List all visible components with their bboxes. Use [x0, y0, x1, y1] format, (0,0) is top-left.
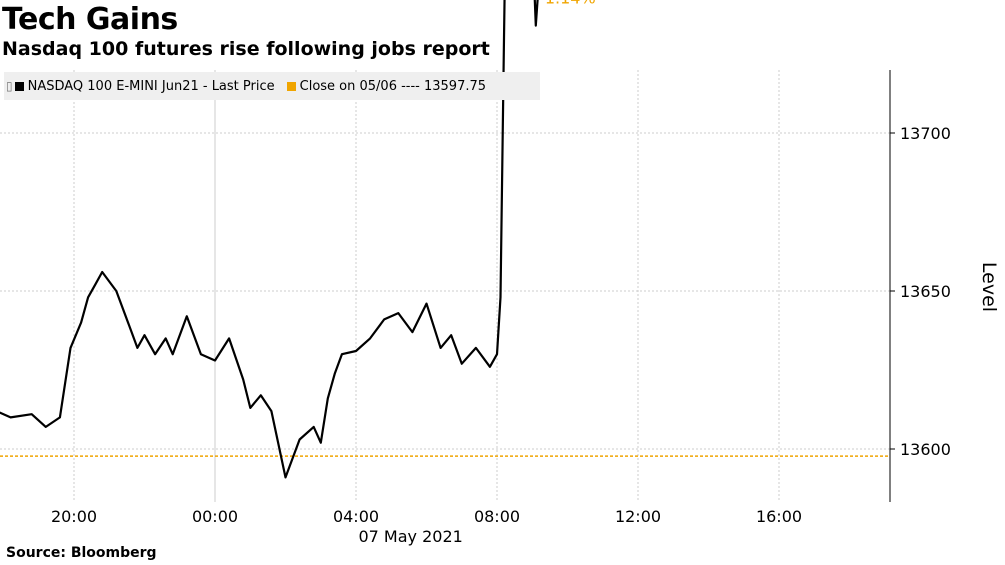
x-tick-label: 04:00	[333, 507, 379, 526]
chart-subtitle: Nasdaq 100 futures rise following jobs r…	[2, 38, 490, 60]
legend-swatch-close	[286, 81, 296, 91]
source-note: Source: Bloomberg	[6, 545, 157, 561]
legend-swatch-last-price	[14, 81, 24, 91]
x-axis-label: 07 May 2021	[358, 527, 462, 546]
x-tick-label: 16:00	[756, 507, 802, 526]
legend-label-close: Close on 05/06 ---- 13597.75	[299, 78, 487, 94]
legend-label-last-price: NASDAQ 100 E-MINI Jun21 - Last Price	[27, 78, 275, 94]
x-tick-label: 12:00	[615, 507, 661, 526]
x-tick-label: 08:00	[474, 507, 520, 526]
change-pct-annotation: 1.14%	[545, 0, 596, 8]
y-tick-label: 13600	[900, 440, 951, 459]
y-tick-label: 13700	[900, 124, 951, 143]
x-tick-label: 00:00	[192, 507, 238, 526]
chart-legend: ▯ NASDAQ 100 E-MINI Jun21 - Last Price C…	[4, 72, 540, 100]
series-line-last-price	[0, 0, 539, 479]
x-tick-label: 20:00	[51, 507, 97, 526]
legend-drag-icon[interactable]: ▯	[6, 79, 13, 93]
y-tick-label: 13650	[900, 282, 951, 301]
chart-title: Tech Gains	[2, 2, 178, 37]
y-axis-label: Level	[978, 262, 1000, 312]
